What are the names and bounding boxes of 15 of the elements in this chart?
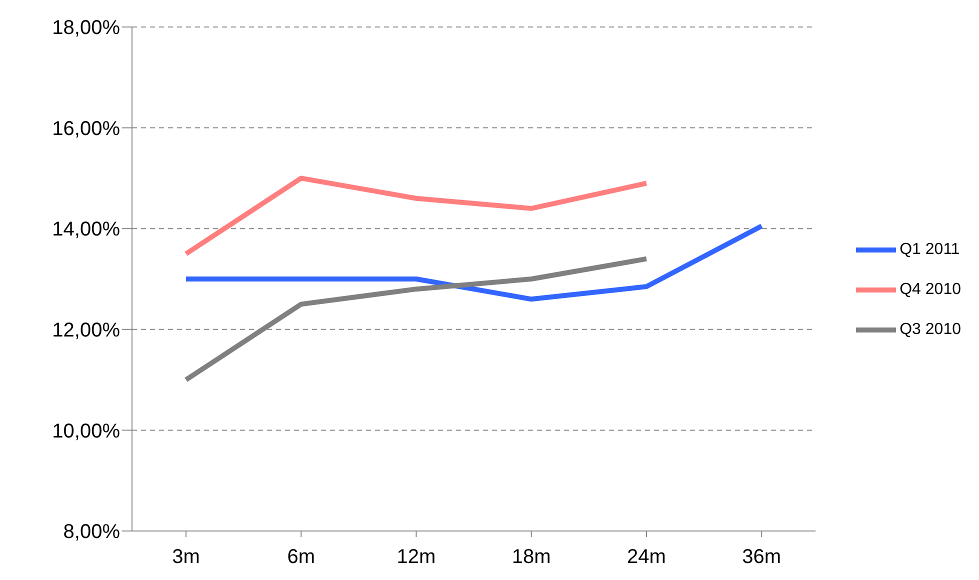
y-tick-label: 18,00% xyxy=(52,17,120,40)
legend-label: Q3 2010 xyxy=(900,321,961,338)
y-tick-label: 12,00% xyxy=(52,320,120,342)
x-tick-label: 18m xyxy=(512,546,551,568)
legend-label: Q4 2010 xyxy=(900,281,961,298)
x-tick-label: 12m xyxy=(396,546,436,568)
y-tick-label: 10,00% xyxy=(52,420,120,442)
x-tick-label: 6m xyxy=(287,546,316,568)
legend-label: Q1 2011 xyxy=(900,241,960,258)
x-tick-label: 24m xyxy=(627,546,666,568)
x-tick-label: 36m xyxy=(742,546,782,568)
x-tick-label: 3m xyxy=(172,546,200,568)
y-tick-label: 16,00% xyxy=(52,118,120,140)
y-tick-label: 14,00% xyxy=(52,218,120,241)
y-tick-label: 8,00% xyxy=(63,521,120,544)
